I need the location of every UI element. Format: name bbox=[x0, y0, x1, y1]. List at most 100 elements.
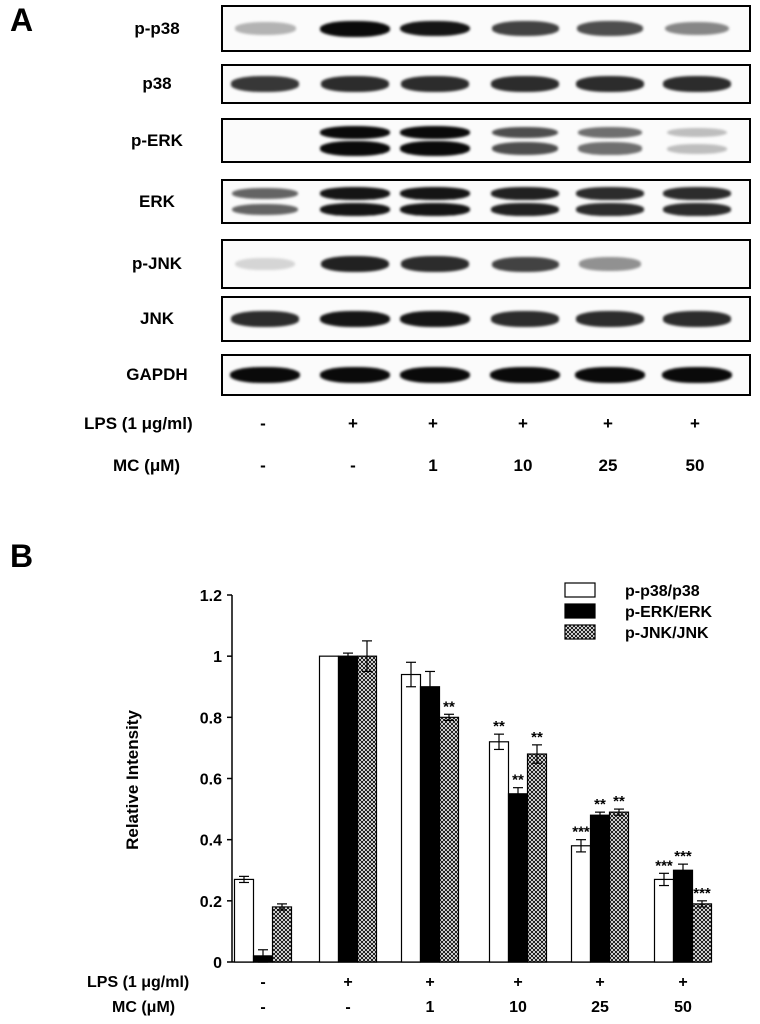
significance-label: *** bbox=[693, 885, 711, 902]
mc-condition-label: MC (μM) bbox=[113, 456, 181, 475]
blot-strip-p-p38 bbox=[221, 5, 751, 52]
significance-label: ** bbox=[594, 796, 606, 813]
blot-band bbox=[232, 203, 298, 216]
blot-band bbox=[575, 187, 645, 200]
blot-label-erk: ERK bbox=[139, 191, 175, 211]
bar bbox=[672, 869, 694, 963]
blot-band bbox=[490, 311, 560, 327]
significance-label: *** bbox=[674, 848, 692, 865]
bar bbox=[526, 753, 548, 963]
y-tick-label: 0 bbox=[213, 955, 222, 972]
blot-band bbox=[662, 187, 732, 200]
bar bbox=[233, 878, 255, 963]
blot-band bbox=[575, 76, 645, 92]
blot-band bbox=[400, 125, 470, 139]
bar bbox=[608, 811, 630, 963]
blot-label-gapdh: GAPDH bbox=[126, 365, 188, 384]
significance-label: ** bbox=[493, 718, 505, 735]
blot-strip-p-jnk bbox=[221, 239, 751, 289]
blot-band bbox=[400, 141, 470, 157]
blot-band bbox=[491, 126, 559, 139]
blot-label-jnk: JNK bbox=[139, 309, 174, 328]
y-tick-label: 1.2 bbox=[200, 588, 222, 605]
bar bbox=[488, 741, 510, 963]
blot-band bbox=[491, 142, 559, 156]
chart-lps-value: + bbox=[678, 974, 687, 991]
bar bbox=[337, 655, 359, 963]
blot-band bbox=[400, 256, 470, 272]
lps-value-lane-6: + bbox=[690, 414, 700, 433]
mc-value-lane-1: - bbox=[260, 456, 266, 475]
blot-band bbox=[662, 203, 732, 216]
significance-label: ** bbox=[613, 793, 625, 810]
bar bbox=[356, 655, 378, 963]
chart-mc-value: 10 bbox=[509, 999, 527, 1016]
blot-label-p38: p38 bbox=[142, 74, 172, 93]
bar bbox=[589, 814, 611, 963]
blot-band bbox=[320, 256, 390, 272]
blot-band bbox=[400, 187, 470, 200]
blot-band bbox=[400, 20, 470, 37]
blot-band bbox=[665, 21, 729, 36]
chart-mc-value: - bbox=[345, 999, 350, 1016]
blot-band bbox=[490, 187, 560, 200]
significance-label: ** bbox=[512, 772, 524, 789]
blot-label-p-p38: p-p38 bbox=[134, 18, 180, 38]
blot-band bbox=[666, 143, 728, 154]
blot-band bbox=[491, 21, 559, 36]
blot-band bbox=[577, 142, 643, 155]
blot-band bbox=[232, 187, 298, 200]
legend-label: p-JNK/JNK bbox=[625, 625, 709, 642]
y-tick-label: 0.4 bbox=[200, 833, 222, 850]
blot-band bbox=[320, 203, 390, 216]
chart-lps-value: + bbox=[425, 974, 434, 991]
legend-swatch bbox=[564, 582, 596, 598]
legend-swatch bbox=[564, 603, 596, 619]
blot-band bbox=[575, 203, 645, 216]
blot-band bbox=[320, 20, 390, 37]
significance-label: *** bbox=[655, 857, 673, 874]
blot-band bbox=[490, 203, 560, 216]
y-tick-label: 0.2 bbox=[200, 894, 222, 911]
blot-band bbox=[662, 311, 732, 327]
bar bbox=[400, 673, 422, 963]
blot-band bbox=[400, 203, 470, 216]
legend-label: p-ERK/ERK bbox=[625, 604, 713, 621]
blot-band bbox=[230, 311, 300, 327]
lps-condition-label: LPS (1 μg/ml) bbox=[84, 414, 193, 433]
legend-swatch bbox=[564, 624, 596, 640]
blot-label-p-jnk: p-JNK bbox=[131, 254, 183, 273]
significance-label: ** bbox=[531, 729, 543, 746]
blot-strip-p38 bbox=[221, 64, 751, 104]
mc-value-lane-2: - bbox=[350, 456, 356, 475]
blot-band bbox=[490, 76, 560, 92]
blot-band bbox=[320, 311, 390, 327]
chart-lps-value: - bbox=[260, 974, 265, 991]
lps-value-lane-1: - bbox=[260, 414, 266, 433]
blot-band bbox=[320, 187, 390, 200]
blot-strip-jnk bbox=[221, 296, 751, 342]
chart-mc-value: - bbox=[260, 999, 265, 1016]
y-tick-label: 0.8 bbox=[200, 710, 222, 727]
blot-band bbox=[575, 311, 645, 327]
mc-value-lane-4: 10 bbox=[513, 456, 533, 475]
bar bbox=[691, 903, 713, 963]
blot-band bbox=[666, 127, 728, 138]
panel-b-letter: B bbox=[10, 538, 34, 574]
y-tick-label: 1 bbox=[213, 649, 222, 666]
blot-strip-erk bbox=[221, 179, 751, 224]
bar bbox=[507, 793, 529, 963]
chart-mc-value: 50 bbox=[674, 999, 692, 1016]
bar bbox=[271, 906, 293, 963]
blot-band bbox=[491, 256, 559, 272]
blot-band bbox=[662, 367, 732, 383]
chart-mc-value: 1 bbox=[426, 999, 435, 1016]
chart-lps-value: + bbox=[595, 974, 604, 991]
blot-band bbox=[320, 367, 390, 383]
lps-value-lane-2: + bbox=[348, 414, 358, 433]
mc-value-lane-3: 1 bbox=[428, 456, 438, 475]
blot-band bbox=[490, 367, 560, 383]
blot-band bbox=[400, 367, 470, 383]
blot-label-p-erk: p-ERK bbox=[131, 130, 183, 150]
blot-band bbox=[230, 367, 300, 383]
